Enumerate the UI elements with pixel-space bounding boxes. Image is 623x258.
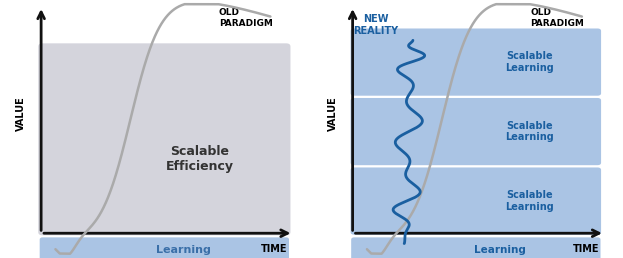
Text: Scalable
Efficiency: Scalable Efficiency (166, 145, 234, 173)
Text: NEW
REALITY: NEW REALITY (353, 14, 398, 36)
Text: VALUE: VALUE (328, 96, 338, 131)
Text: Scalable
Learning: Scalable Learning (505, 121, 554, 142)
Text: OLD
PARADIGM: OLD PARADIGM (530, 8, 584, 28)
Text: Scalable
Learning: Scalable Learning (505, 190, 554, 212)
Text: Learning: Learning (156, 245, 211, 255)
FancyBboxPatch shape (38, 43, 290, 235)
FancyBboxPatch shape (351, 237, 601, 258)
Text: TIME: TIME (573, 244, 599, 254)
FancyBboxPatch shape (40, 237, 289, 258)
Text: Learning: Learning (474, 245, 526, 255)
Text: VALUE: VALUE (16, 96, 26, 131)
FancyBboxPatch shape (351, 28, 601, 96)
Text: Scalable
Learning: Scalable Learning (505, 51, 554, 73)
FancyBboxPatch shape (351, 98, 601, 165)
FancyBboxPatch shape (351, 167, 601, 235)
Text: TIME: TIME (261, 244, 288, 254)
Text: OLD
PARADIGM: OLD PARADIGM (219, 8, 273, 28)
